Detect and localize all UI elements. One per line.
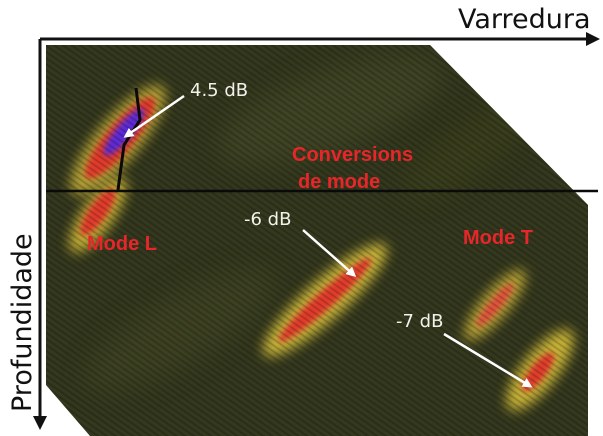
arrow-minus6db (302, 229, 357, 277)
conversions-label-line2: de mode (298, 171, 380, 193)
arrow-minus7db (443, 332, 533, 388)
annotation-minus6db: -6 dB (244, 209, 291, 230)
mode-t-label: Mode T (463, 227, 533, 249)
arrow-4-5db (123, 94, 185, 138)
x-axis-title: Varredura (458, 4, 591, 35)
mode-l-label: Mode L (87, 233, 157, 255)
conversions-label-line1: Conversions (292, 144, 413, 166)
annotation-4-5db: 4.5 dB (190, 80, 248, 101)
y-axis-title: Profundidade (7, 233, 38, 412)
annotation-minus7db: -7 dB (396, 311, 443, 332)
